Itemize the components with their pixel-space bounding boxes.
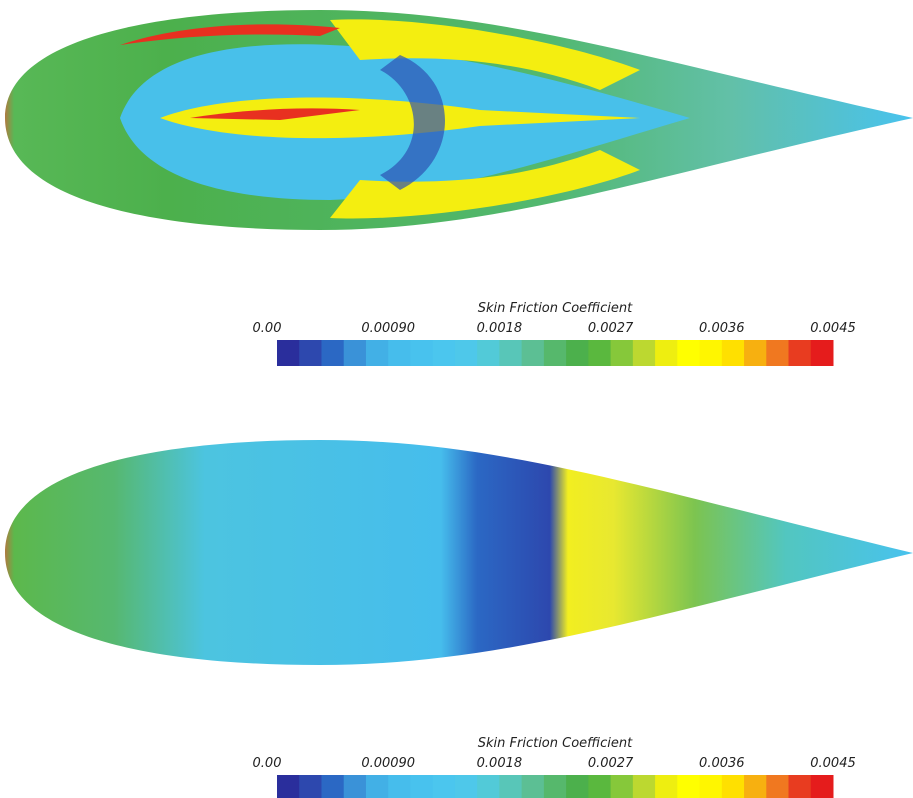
- colorbar-segment: [655, 340, 678, 366]
- colorbar-segment: [655, 775, 678, 798]
- colorbar-segment: [611, 775, 634, 798]
- colorbar-segment: [522, 775, 545, 798]
- colorbar-segment: [766, 340, 789, 366]
- colorbar-segment: [566, 775, 589, 798]
- colorbar-segment: [588, 775, 611, 798]
- colorbar-segment: [277, 340, 300, 366]
- colorbar-segment: [455, 775, 478, 798]
- colorbar-segment: [566, 340, 589, 366]
- colorbar-tick-label: 0.00090: [361, 321, 415, 336]
- colorbar-tick-label: 0.0036: [699, 321, 745, 336]
- colorbar-segment: [499, 340, 522, 366]
- colorbar-segment: [388, 340, 411, 366]
- colorbar-segment: [344, 340, 367, 366]
- colorbar-segment: [811, 340, 834, 366]
- colorbar-segment: [700, 775, 723, 798]
- colorbar-segment: [366, 340, 389, 366]
- colorbar-segment: [588, 340, 611, 366]
- colorbar-segment: [722, 340, 745, 366]
- colorbar-tick-label: 0.0045: [810, 321, 856, 336]
- colorbar-tick-label: 0.00090: [361, 756, 415, 771]
- colorbar-segment: [433, 775, 456, 798]
- colorbar-segment: [744, 775, 767, 798]
- colorbar-segment: [811, 775, 834, 798]
- colorbar-segment: [477, 775, 500, 798]
- colorbar-segment: [299, 340, 322, 366]
- colorbar-segment: [344, 775, 367, 798]
- colorbar-segment: [522, 340, 545, 366]
- figure: Skin Friction Coefficient 0.00 0.00090 0.00…: [0, 0, 913, 798]
- colorbar-segment: [544, 340, 567, 366]
- colorbar-tick-label: 0.00: [253, 756, 282, 771]
- top-body: [5, 10, 913, 230]
- colorbar-segment: [700, 340, 723, 366]
- colorbar-segment: [766, 775, 789, 798]
- colorbar-segment: [633, 340, 656, 366]
- colorbar-segment: [544, 775, 567, 798]
- colorbar-segment: [299, 775, 322, 798]
- colorbar-tick-label: 0.00: [253, 321, 282, 336]
- colorbar-tick-label: 0.0018: [477, 756, 523, 771]
- colorbar-segment: [410, 775, 433, 798]
- colorbar-segment: [677, 340, 700, 366]
- colorbar-segment: [677, 775, 700, 798]
- colorbar-segment: [789, 340, 812, 366]
- colorbar-tick-label: 0.0045: [810, 756, 856, 771]
- colorbar-tick-label: 0.0018: [477, 321, 523, 336]
- colorbar-segment: [499, 775, 522, 798]
- colorbar-title: Skin Friction Coefficient: [478, 736, 633, 751]
- colorbar-tick-label: 0.0027: [588, 321, 634, 336]
- colorbar-segment: [410, 340, 433, 366]
- colorbar-segment: [455, 340, 478, 366]
- colorbar-segment: [477, 340, 500, 366]
- colorbar-segment: [433, 340, 456, 366]
- bottom-body: [5, 440, 913, 665]
- colorbar-segment: [321, 340, 344, 366]
- colorbar-segment: [321, 775, 344, 798]
- colorbar-segment: [388, 775, 411, 798]
- colorbar-segment: [633, 775, 656, 798]
- colorbar-segment: [744, 340, 767, 366]
- colorbar-segment: [722, 775, 745, 798]
- colorbar-title: Skin Friction Coefficient: [478, 301, 633, 316]
- colorbar-tick-label: 0.0027: [588, 756, 634, 771]
- colorbar-tick-label: 0.0036: [699, 756, 745, 771]
- colorbar-segment: [277, 775, 300, 798]
- colorbar-segment: [366, 775, 389, 798]
- colorbar-segment: [789, 775, 812, 798]
- colorbar-segment: [611, 340, 634, 366]
